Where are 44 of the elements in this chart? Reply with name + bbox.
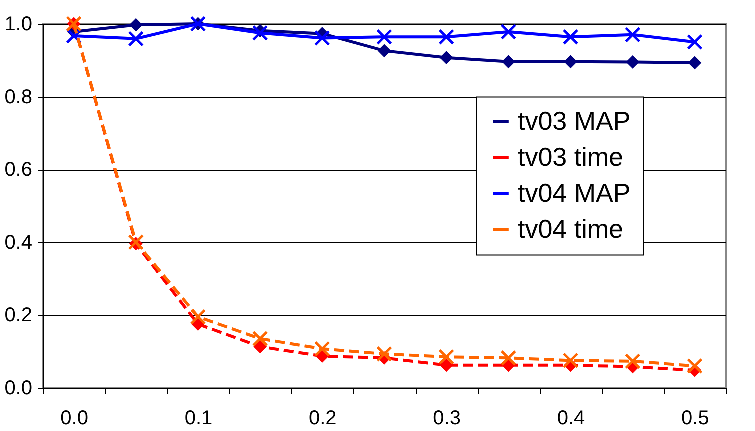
point (376, 346, 392, 362)
y-tick-label: 0.8 (4, 86, 32, 108)
legend-label: tv04 MAP (518, 178, 631, 208)
legend-label: tv03 MAP (518, 106, 631, 136)
y-tick-label: 0.6 (4, 159, 32, 182)
x-tick-label: 0.0 (60, 408, 88, 430)
point (500, 350, 517, 366)
y-tick-label: 0.0 (4, 378, 32, 400)
point (190, 309, 206, 325)
point (128, 30, 144, 47)
point (438, 349, 455, 366)
point (686, 34, 703, 50)
x-tick-label: 0.5 (682, 408, 710, 430)
legend-label: tv03 time (518, 142, 624, 172)
point (378, 44, 392, 58)
y-tick-label: 1.0 (4, 14, 32, 36)
point (564, 55, 578, 69)
point (626, 56, 640, 69)
point (624, 26, 641, 43)
point (500, 24, 517, 40)
point (440, 51, 454, 65)
x-tick-label: 0.3 (433, 408, 461, 430)
point (562, 29, 579, 46)
point (254, 340, 268, 354)
point (252, 330, 268, 347)
point (562, 352, 579, 369)
point (128, 234, 144, 250)
point (252, 25, 268, 42)
y-tick-label: 0.4 (4, 232, 32, 254)
point (440, 358, 454, 372)
point (314, 341, 330, 358)
x-tick-label: 0.1 (184, 408, 213, 430)
point (376, 29, 392, 46)
point (314, 30, 330, 46)
point (502, 55, 516, 69)
point (129, 18, 143, 32)
y-tick-label: 0.2 (4, 304, 32, 327)
x-tick-label: 0.2 (309, 408, 337, 430)
point (624, 353, 641, 370)
point (438, 29, 455, 46)
point (686, 358, 703, 374)
point (688, 56, 702, 70)
legend-label: tv04 time (518, 214, 624, 244)
x-tick-label: 0.4 (557, 408, 586, 430)
